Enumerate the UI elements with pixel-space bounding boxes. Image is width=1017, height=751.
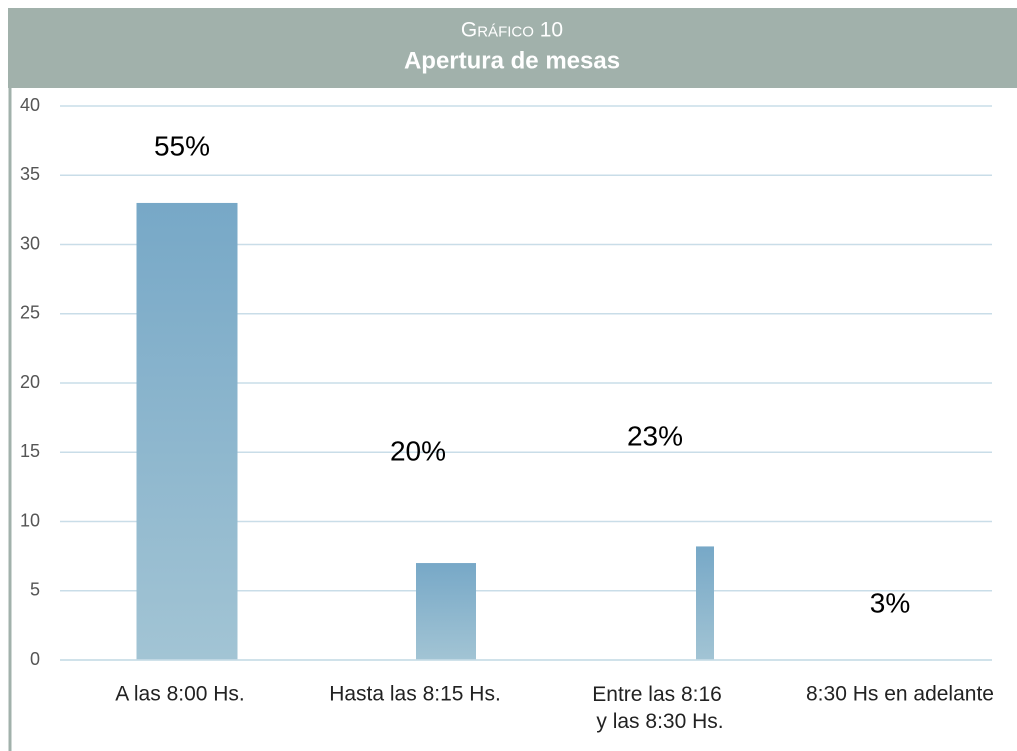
x-tick-label: Entre las 8:16 y las 8:30 Hs. bbox=[592, 683, 727, 733]
header-band bbox=[8, 8, 1017, 88]
bar bbox=[416, 563, 476, 660]
y-tick-label: 5 bbox=[30, 580, 40, 600]
chart-title: Gráfico 10 bbox=[461, 19, 563, 42]
y-tick-label: 20 bbox=[20, 372, 40, 392]
y-tick-label: 0 bbox=[30, 649, 40, 669]
y-tick-label: 35 bbox=[20, 164, 40, 184]
annotation: 23% bbox=[627, 420, 683, 451]
annotation: 55% bbox=[154, 130, 210, 161]
annotation: 20% bbox=[390, 435, 446, 466]
y-tick-label: 25 bbox=[20, 303, 40, 323]
y-tick-label: 30 bbox=[20, 233, 40, 253]
bar bbox=[696, 546, 714, 660]
bar bbox=[136, 202, 238, 660]
x-tick-label: 8:30 Hs en adelante bbox=[806, 683, 994, 706]
annotation: 3% bbox=[870, 587, 910, 618]
y-tick-label: 40 bbox=[20, 95, 40, 115]
y-tick-label: 10 bbox=[20, 510, 40, 530]
chart-subtitle: Apertura de mesas bbox=[404, 47, 620, 74]
x-tick-label: A las 8:00 Hs. bbox=[115, 683, 245, 706]
x-tick-label: Hasta las 8:15 Hs. bbox=[329, 683, 501, 706]
y-tick-label: 15 bbox=[20, 441, 40, 461]
